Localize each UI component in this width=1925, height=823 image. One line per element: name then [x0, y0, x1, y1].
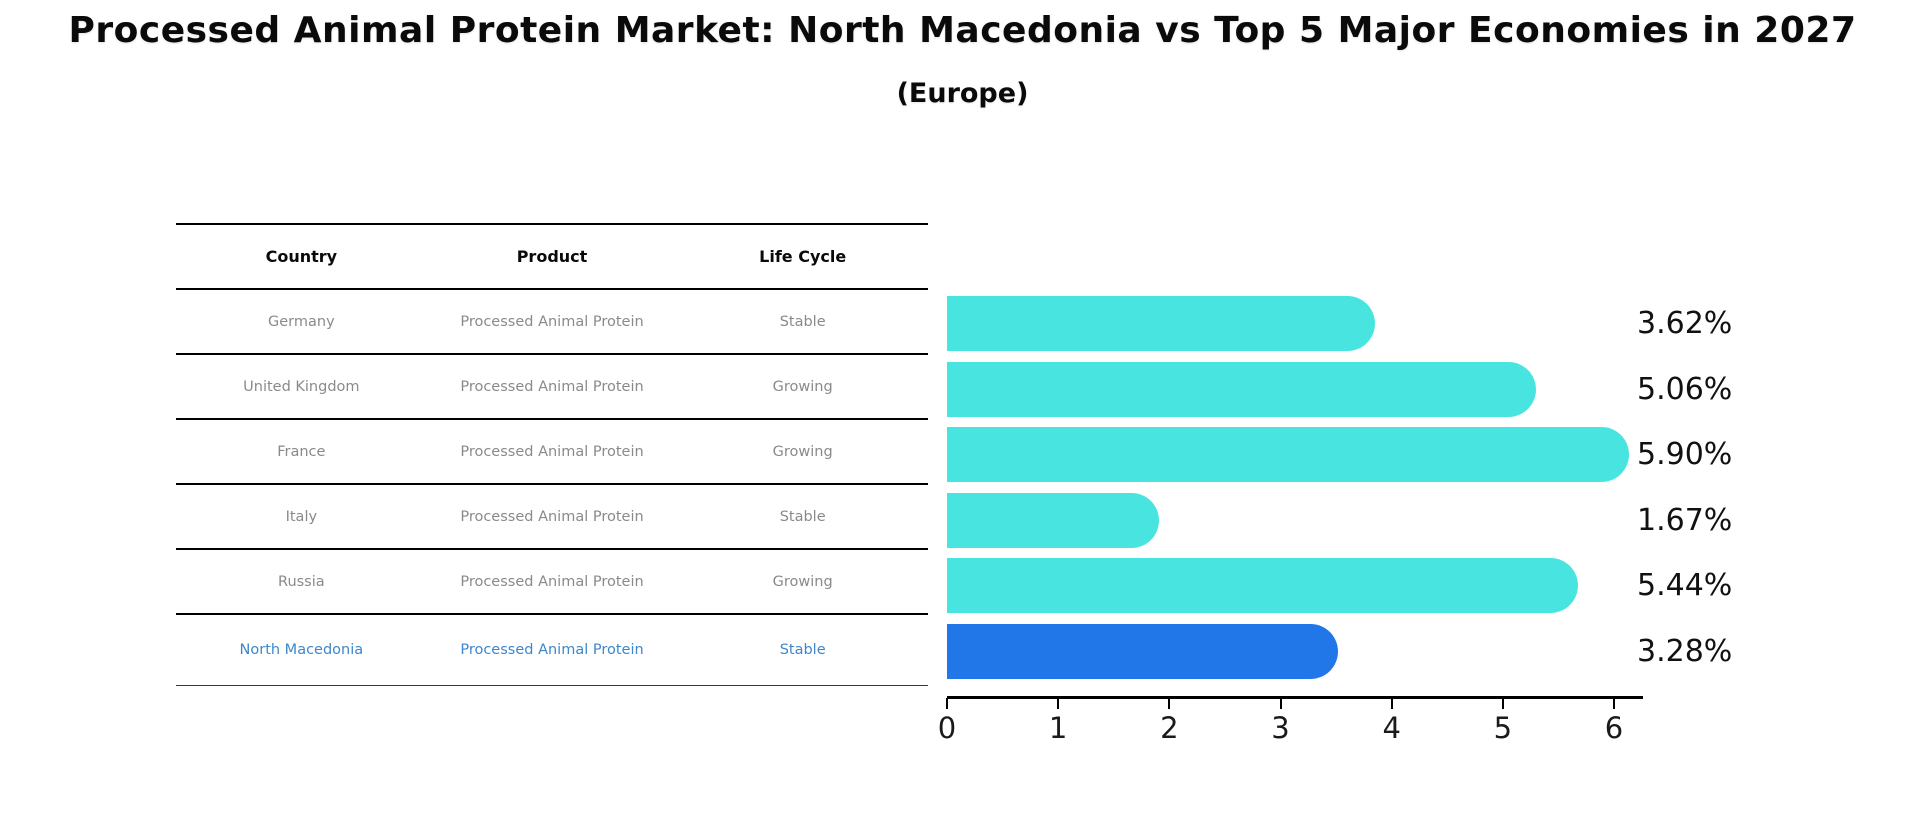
- x-axis-tick: [1279, 698, 1282, 709]
- cell-life-cycle: Stable: [779, 508, 826, 525]
- bar-united-kingdom: [947, 361, 1536, 417]
- x-axis-line: [947, 696, 1643, 699]
- cell-product: Processed Animal Protein: [460, 313, 644, 330]
- cell-country: France: [277, 443, 326, 460]
- cell-product: Processed Animal Protein: [460, 443, 644, 460]
- value-label: 5.06%: [1637, 371, 1733, 407]
- table-row: Germany Processed Animal Protein Stable: [176, 290, 928, 355]
- x-axis-tick-label: 5: [1493, 711, 1513, 745]
- x-axis-tick: [1501, 698, 1504, 709]
- cell-country: Germany: [268, 313, 335, 330]
- value-label: 5.44%: [1637, 568, 1733, 603]
- table-row: Italy Processed Animal Protein Stable: [176, 485, 928, 550]
- x-axis-tick: [1057, 698, 1060, 709]
- chart-title: Processed Animal Protein Market: North M…: [68, 10, 1857, 51]
- x-axis-tick-label: 3: [1271, 711, 1290, 745]
- cell-country: North Macedonia: [239, 642, 364, 658]
- bar-germany: [947, 296, 1376, 351]
- table-header-row: Country Product Life Cycle: [176, 223, 928, 290]
- x-axis-tick-label: 4: [1382, 711, 1401, 745]
- x-axis-tick: [1168, 698, 1171, 709]
- cell-product: Processed Animal Protein: [460, 378, 644, 395]
- x-axis-tick: [1390, 698, 1393, 709]
- cell-country: United Kingdom: [243, 378, 360, 395]
- value-label: 3.62%: [1637, 306, 1733, 341]
- table-row: United Kingdom Processed Animal Protein …: [176, 355, 928, 420]
- value-label: 3.28%: [1637, 633, 1733, 669]
- cell-country: Italy: [285, 508, 318, 525]
- x-axis-tick: [1613, 698, 1616, 709]
- x-axis-tick-label: 0: [937, 711, 957, 745]
- header-product: Product: [516, 247, 588, 266]
- cell-life-cycle: Stable: [779, 642, 826, 658]
- bar-italy: [947, 492, 1159, 548]
- table-row: Russia Processed Animal Protein Growing: [176, 550, 928, 615]
- cell-product: Processed Animal Protein: [460, 642, 644, 658]
- value-label: 5.90%: [1637, 437, 1733, 472]
- bar-north-macedonia-highlighted: [947, 623, 1338, 679]
- x-axis-tick-label: 2: [1160, 711, 1179, 745]
- cell-country: Russia: [278, 573, 325, 590]
- header-country: Country: [265, 247, 338, 266]
- cell-life-cycle: Stable: [779, 313, 826, 330]
- info-table: Country Product Life Cycle Germany Proce…: [176, 223, 928, 686]
- cell-life-cycle: Growing: [772, 443, 833, 460]
- chart-subtitle: (Europe): [896, 78, 1029, 109]
- header-life-cycle: Life Cycle: [759, 247, 847, 266]
- x-axis-tick-label: 1: [1048, 711, 1068, 745]
- cell-product: Processed Animal Protein: [460, 508, 644, 525]
- cell-product: Processed Animal Protein: [460, 573, 644, 590]
- cell-life-cycle: Growing: [772, 573, 833, 590]
- value-label: 1.67%: [1637, 502, 1733, 538]
- bar-russia: [947, 558, 1578, 613]
- x-axis-tick-label: 6: [1604, 711, 1624, 745]
- bar-france: [947, 427, 1629, 482]
- table-row: France Processed Animal Protein Growing: [176, 420, 928, 485]
- cell-life-cycle: Growing: [772, 378, 833, 395]
- x-axis-tick: [946, 698, 948, 709]
- table-row-highlighted: North Macedonia Processed Animal Protein…: [176, 615, 928, 686]
